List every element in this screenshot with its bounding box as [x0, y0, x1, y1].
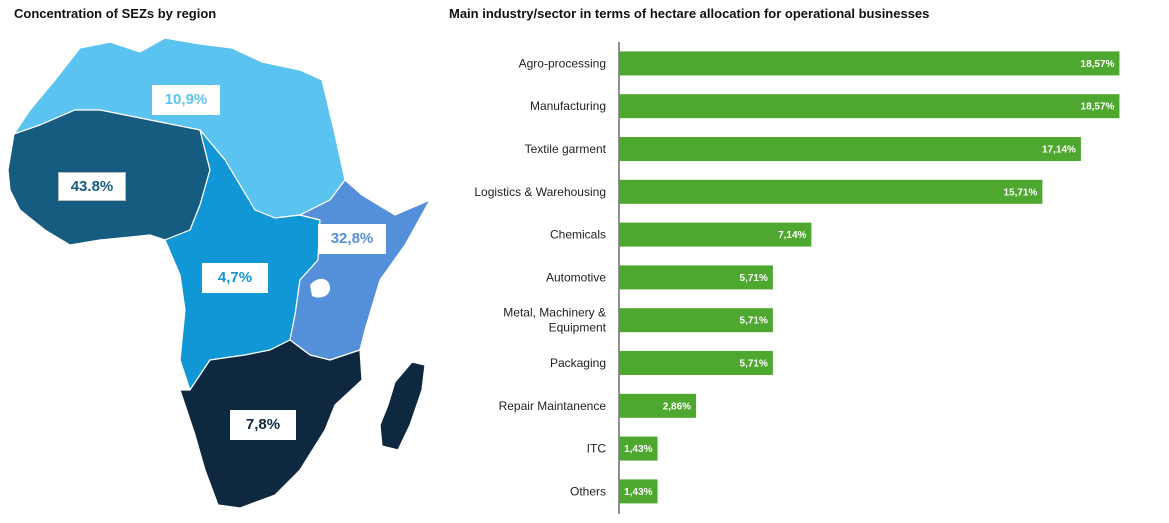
- bar-7: [619, 351, 773, 375]
- north-africa-value-label: 10,9%: [152, 85, 220, 115]
- bar-value-label: 18,57%: [1081, 59, 1115, 70]
- central-africa-value-label: 4,7%: [202, 263, 268, 293]
- bar-value-label: 5,71%: [740, 273, 768, 284]
- bar-1: [619, 94, 1120, 119]
- bar-10: [619, 479, 658, 504]
- lake-victoria: [310, 278, 330, 298]
- category-label: Chemicals: [550, 228, 606, 242]
- sector-bar-chart: 18,57% Agro-processing 18,57% Manufacturing…: [474, 42, 1120, 514]
- bar-5: [619, 265, 773, 290]
- bar-8: [619, 393, 697, 418]
- category-label: Logistics & Warehousing: [474, 185, 606, 199]
- chart-title: Main industry/sector in terms of hectare…: [449, 6, 930, 21]
- bar-value-label: 5,71%: [740, 316, 768, 327]
- map-title: Concentration of SEZs by region: [14, 6, 217, 21]
- bar-value-label: 1,43%: [624, 444, 652, 455]
- category-label: Packaging: [550, 356, 606, 370]
- bar-value-label: 1,43%: [624, 487, 652, 498]
- category-label: Agro-processing: [519, 56, 606, 70]
- bar-3: [619, 179, 1043, 204]
- bar-value-label: 5,71%: [740, 359, 768, 370]
- bar-2: [619, 137, 1081, 161]
- bar-6: [619, 308, 773, 333]
- category-label: Manufacturing: [530, 99, 606, 113]
- bar-value-label: 18,57%: [1081, 102, 1115, 113]
- madagascar-island: [379, 361, 426, 451]
- category-label: Others: [570, 484, 606, 498]
- category-label: ITC: [587, 442, 607, 456]
- bar-value-label: 2,86%: [663, 401, 691, 412]
- east-africa-value-label: 32,8%: [318, 224, 386, 254]
- southern-africa-value-label: 7,8%: [230, 410, 296, 440]
- west-africa-value-label: 43.8%: [58, 172, 126, 201]
- category-label: Automotive: [546, 270, 606, 284]
- bar-value-label: 15,71%: [1003, 187, 1037, 198]
- category-label: Repair Maintanence: [499, 399, 607, 413]
- bar-9: [619, 436, 658, 461]
- bar-4: [619, 222, 812, 247]
- bar-value-label: 17,14%: [1042, 145, 1076, 156]
- category-label: Metal, Machinery & Equipment: [503, 306, 606, 335]
- category-label: Textile garment: [525, 142, 607, 156]
- bar-value-label: 7,14%: [778, 230, 806, 241]
- bar-0: [619, 51, 1120, 76]
